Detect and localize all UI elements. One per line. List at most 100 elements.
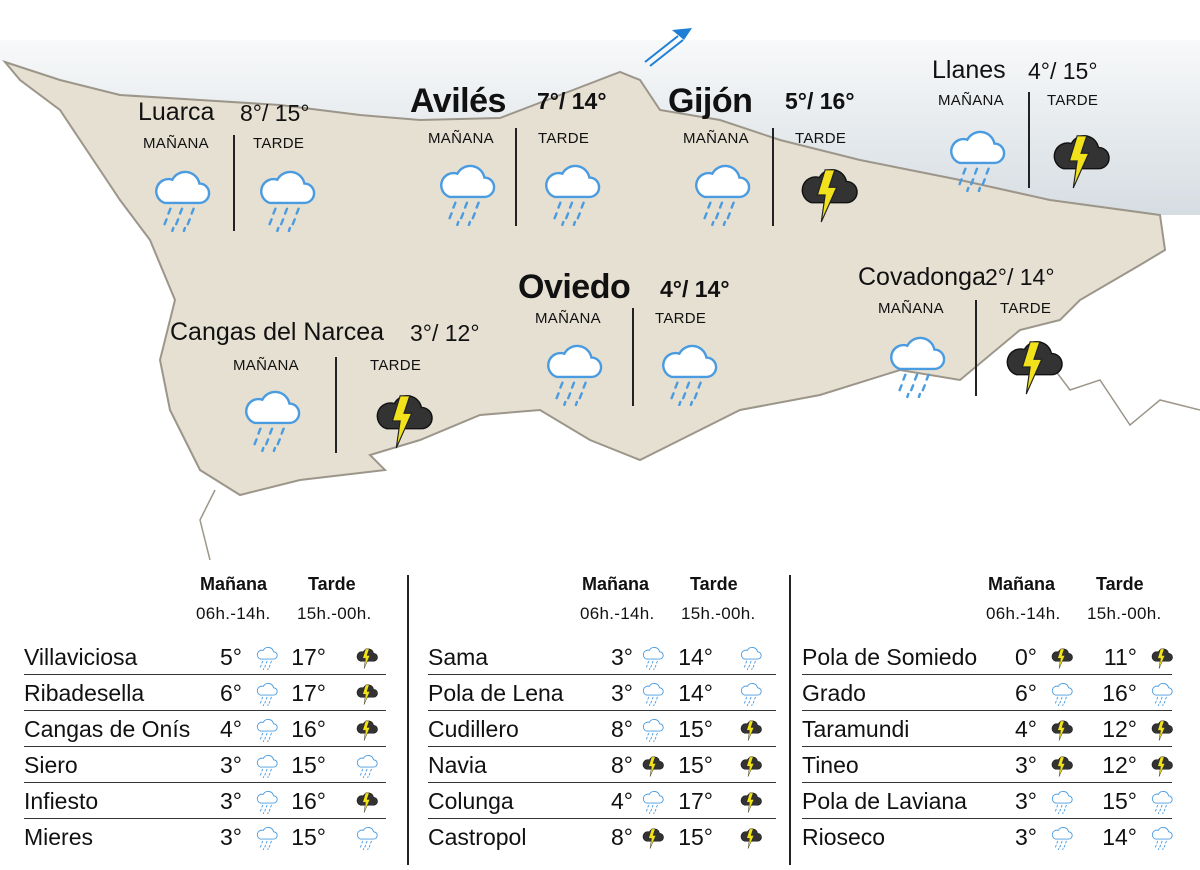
rain-cloud-icon — [438, 162, 496, 226]
location-name: Taramundi — [802, 716, 910, 742]
afternoon-temp: 14° — [678, 644, 713, 670]
storm-cloud-icon — [1052, 128, 1110, 192]
city-temperatures: 4°/ 14° — [660, 276, 730, 302]
afternoon-header: Tarde — [690, 574, 738, 594]
table-row: Siero 3° 15° — [24, 748, 386, 783]
morning-label: MAÑANA — [683, 130, 749, 147]
period-divider — [975, 300, 977, 396]
rain-cloud-icon — [545, 342, 603, 406]
afternoon-temp: 17° — [678, 788, 713, 814]
storm-cloud-icon — [1005, 334, 1063, 398]
morning-hours: 06h.-14h. — [196, 604, 271, 623]
location-name: Pola de Lena — [428, 680, 564, 706]
afternoon-temp: 14° — [1102, 824, 1137, 850]
storm-icon — [1151, 718, 1173, 742]
neighbor-border — [1039, 349, 1200, 427]
rain-icon — [642, 718, 664, 742]
storm-icon — [740, 718, 762, 742]
period-divider — [335, 357, 337, 453]
afternoon-temp: 15° — [678, 752, 713, 778]
afternoon-temp: 16° — [291, 788, 326, 814]
afternoon-temp: 16° — [291, 716, 326, 742]
rain-icon — [256, 718, 278, 742]
morning-label: MAÑANA — [535, 310, 601, 327]
location-name: Mieres — [24, 824, 94, 850]
afternoon-temp: 12° — [1102, 716, 1137, 742]
morning-temp: 3° — [611, 680, 633, 706]
afternoon-label: TARDE — [795, 130, 847, 147]
storm-icon — [740, 754, 762, 778]
flag-icon — [644, 28, 692, 67]
city-name: Luarca — [138, 98, 215, 126]
period-divider — [1028, 92, 1030, 188]
afternoon-label: TARDE — [253, 135, 305, 152]
morning-temp: 4° — [1015, 716, 1037, 742]
morning-header: Mañana — [988, 574, 1056, 594]
morning-temp: 3° — [1015, 824, 1037, 850]
city-name: Gijón — [668, 82, 753, 120]
rain-icon — [256, 826, 278, 850]
afternoon-temp: 11° — [1103, 644, 1137, 670]
city-name: Avilés — [410, 82, 506, 120]
rain-cloud-icon — [543, 162, 601, 226]
storm-icon — [1051, 754, 1073, 778]
location-name: Cangas de Onís — [24, 716, 191, 742]
rain-icon — [1151, 682, 1173, 706]
morning-temp: 6° — [1015, 680, 1037, 706]
storm-icon — [356, 790, 378, 814]
afternoon-temp: 12° — [1102, 752, 1137, 778]
morning-temp: 3° — [1015, 752, 1037, 778]
table-row: Villaviciosa 5° 17° — [24, 640, 386, 675]
morning-temp: 8° — [611, 752, 633, 778]
table-row: Ribadesella 6° 17° — [24, 676, 386, 711]
city-name: Oviedo — [518, 268, 631, 306]
morning-temp: 5° — [220, 644, 242, 670]
city-temperatures: 8°/ 15° — [240, 100, 310, 126]
afternoon-label: TARDE — [370, 357, 422, 374]
column-divider — [407, 575, 409, 865]
period-divider — [233, 135, 235, 231]
city-temperatures: 7°/ 14° — [537, 88, 607, 114]
table-row: Sama 3° 14° — [428, 640, 776, 675]
city-temperatures: 5°/ 16° — [785, 88, 855, 114]
table-row: Castropol 8° 15° — [428, 820, 776, 854]
storm-icon — [356, 646, 378, 670]
table-row: Infiesto 3° 16° — [24, 784, 386, 819]
column-divider — [789, 575, 791, 865]
rain-icon — [256, 754, 278, 778]
afternoon-label: TARDE — [1000, 300, 1052, 317]
location-name: Pola de Somiedo — [802, 644, 978, 670]
morning-temp: 0° — [1015, 644, 1037, 670]
location-name: Grado — [802, 680, 866, 706]
sea — [0, 0, 1200, 215]
morning-temp: 3° — [220, 788, 242, 814]
table-row: Pola de Somiedo 0° 11° — [802, 640, 1172, 675]
location-name: Rioseco — [802, 824, 886, 850]
afternoon-temp: 15° — [678, 824, 713, 850]
storm-icon — [740, 826, 762, 850]
morning-temp: 4° — [220, 716, 242, 742]
location-name: Pola de Laviana — [802, 788, 967, 814]
morning-label: MAÑANA — [233, 357, 299, 374]
table-row: Taramundi 4° 12° — [802, 712, 1172, 747]
rain-cloud-icon — [660, 342, 718, 406]
morning-temp: 8° — [611, 716, 633, 742]
rain-icon — [740, 682, 762, 706]
asturias-land — [2, 59, 1167, 497]
table-row: Navia 8° 15° — [428, 748, 776, 783]
location-name: Navia — [428, 752, 487, 778]
rain-cloud-icon — [243, 388, 301, 452]
period-divider — [515, 128, 517, 226]
region-map — [0, 0, 1200, 560]
city-name: Covadonga — [858, 263, 986, 291]
morning-header: Mañana — [200, 574, 268, 594]
storm-icon — [740, 790, 762, 814]
morning-temp: 8° — [611, 824, 633, 850]
location-name: Colunga — [428, 788, 514, 814]
city-temperatures: 3°/ 12° — [410, 320, 480, 346]
rain-icon — [642, 646, 664, 670]
morning-temp: 3° — [220, 752, 242, 778]
storm-icon — [1151, 646, 1173, 670]
table-row: Cangas de Onís 4° 16° — [24, 712, 386, 747]
city-name: Cangas del Narcea — [170, 318, 385, 346]
